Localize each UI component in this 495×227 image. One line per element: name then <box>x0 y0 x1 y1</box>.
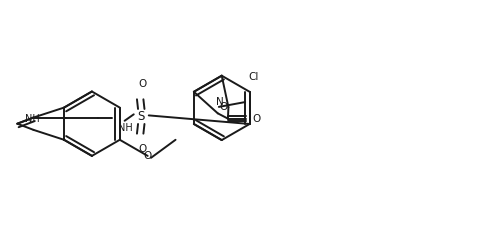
Text: NH: NH <box>25 114 40 124</box>
Text: S: S <box>138 110 145 123</box>
Text: N: N <box>216 97 224 107</box>
Text: O: O <box>144 151 152 161</box>
Text: O: O <box>138 144 147 154</box>
Text: Cl: Cl <box>248 72 259 82</box>
Text: O: O <box>252 114 261 124</box>
Text: O: O <box>138 79 147 89</box>
Text: NH: NH <box>118 123 133 133</box>
Text: O: O <box>219 102 227 112</box>
